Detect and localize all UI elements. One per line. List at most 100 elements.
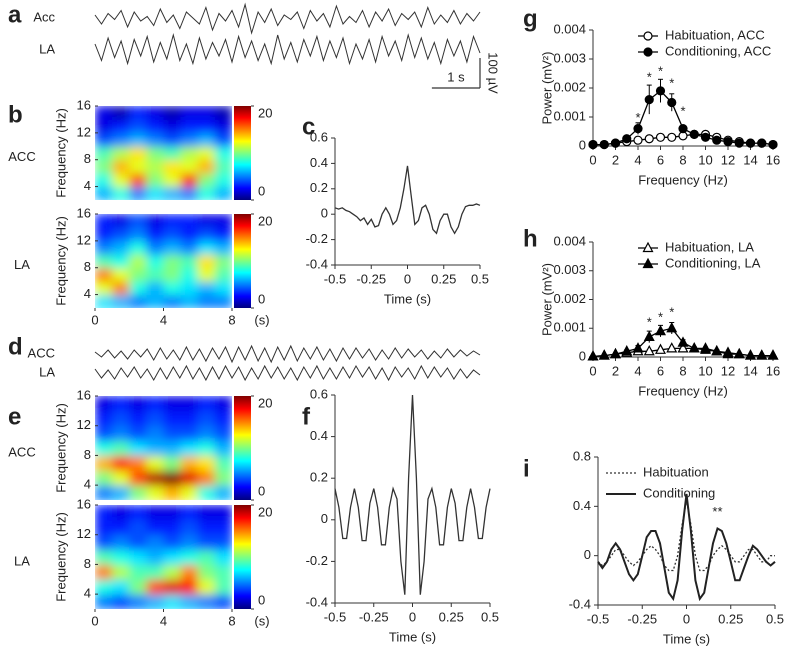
- heatmap-cell: [146, 534, 165, 551]
- heatmap-cell: [112, 240, 130, 255]
- heatmap-cell: [180, 106, 199, 121]
- y-axis-label: Frequency (Hz): [53, 403, 68, 493]
- trace-label: ACC: [28, 345, 55, 360]
- heatmap-cell: [129, 410, 147, 427]
- x-tick-label: 0.25: [439, 609, 464, 624]
- y-tick-label: 0: [579, 348, 586, 363]
- x-tick-label: 0.25: [431, 271, 456, 286]
- heatmap-cell: [95, 534, 113, 551]
- marker: [655, 324, 666, 336]
- heatmap-cell: [129, 534, 147, 551]
- x-tick-label: 2: [612, 152, 619, 167]
- heatmap-cell: [214, 470, 232, 486]
- y-tick-label: 12: [77, 124, 91, 139]
- heatmap-cell: [95, 294, 113, 308]
- x-tick-label: 8: [228, 613, 235, 628]
- marker: [667, 132, 677, 142]
- panel-label: g: [523, 5, 538, 32]
- heatmap-cell: [112, 505, 130, 521]
- x-tick-label: -0.25: [359, 609, 389, 624]
- trace-label: LA: [39, 364, 55, 379]
- heatmap-cell: [95, 505, 113, 521]
- x-tick-label: 10: [698, 152, 712, 167]
- heatmap-cell: [146, 425, 165, 442]
- y-axis-label: Frequency (Hz): [53, 216, 68, 306]
- heatmap-cell: [95, 281, 113, 296]
- heatmap-cell: [214, 106, 232, 121]
- x-tick-label: 0: [683, 611, 690, 626]
- scale-bar-y-label: 100 µV: [486, 52, 501, 94]
- heatmap-cell: [180, 173, 199, 188]
- heatmap-cell: [180, 281, 199, 296]
- x-tick-label: 16: [766, 363, 780, 378]
- colorbar-tick-label: 0: [258, 483, 265, 498]
- panel-label: c: [302, 113, 315, 140]
- heatmap-cell: [112, 564, 130, 580]
- heatmap-cell: [214, 294, 232, 308]
- heatmap-cell: [95, 594, 113, 609]
- marker: [700, 343, 711, 354]
- colorbar-tick-label: 20: [258, 395, 272, 410]
- heatmap-cell: [197, 579, 216, 595]
- marker: [700, 132, 711, 142]
- heatmap-cell: [95, 186, 113, 200]
- heatmap-cell: [129, 549, 147, 566]
- heatmap-cell: [214, 281, 232, 296]
- y-tick-label: 0: [579, 137, 586, 152]
- panel-label: a: [8, 1, 22, 28]
- heatmap-cell: [214, 425, 232, 442]
- row-label: ACC: [8, 149, 35, 164]
- heatmap-cell: [95, 159, 113, 174]
- heatmap-cell: [112, 549, 130, 566]
- y-tick-label: 4: [84, 178, 91, 193]
- heatmap-cell: [129, 240, 147, 255]
- heatmap-cell: [197, 159, 216, 174]
- x-tick-label: 0.5: [481, 609, 499, 624]
- heatmap-cell: [197, 470, 216, 486]
- x-tick-label: -0.5: [324, 609, 346, 624]
- heatmap-cell: [129, 186, 147, 200]
- y-tick-label: -0.4: [306, 594, 328, 609]
- heatmap-cell: [180, 294, 199, 308]
- x-axis-label: Time (s): [384, 291, 431, 306]
- y-tick-label: 0.004: [553, 233, 586, 248]
- panel-label: h: [523, 225, 538, 252]
- heatmap-cell: [112, 485, 130, 500]
- heatmap-cell: [95, 396, 113, 412]
- marker: [610, 347, 621, 359]
- heatmap-cell: [163, 132, 182, 147]
- y-tick-label: 0.003: [553, 262, 586, 277]
- heatmap-cell: [180, 534, 199, 551]
- heatmap-cell: [163, 227, 182, 242]
- heatmap-cell: [146, 119, 165, 134]
- heatmap-cell: [146, 470, 165, 486]
- y-tick-label: 0.001: [553, 320, 586, 335]
- heatmap-cell: [197, 455, 216, 471]
- heatmap-cell: [214, 227, 232, 242]
- heatmap-cell: [129, 281, 147, 296]
- x-tick-label: -0.5: [587, 611, 609, 626]
- heatmap-cell: [214, 186, 232, 200]
- legend-label: Habituation, LA: [665, 239, 754, 254]
- heatmap-cell: [197, 564, 216, 580]
- x-tick-label: 8: [679, 152, 686, 167]
- heatmap-cell: [146, 159, 165, 174]
- heatmap-cell: [214, 214, 232, 229]
- heatmap-cell: [146, 227, 165, 242]
- marker: [632, 342, 644, 353]
- panel-label: d: [8, 333, 23, 360]
- heatmap-cell: [197, 240, 216, 255]
- heatmap-cell: [197, 132, 216, 147]
- marker: [677, 336, 689, 347]
- heatmap-cell: [197, 534, 216, 551]
- heatmap-cell: [112, 159, 130, 174]
- x-tick-label: 14: [743, 152, 757, 167]
- heatmap-cell: [163, 254, 182, 269]
- x-tick-label: 6: [657, 152, 664, 167]
- marker: [711, 344, 723, 356]
- heatmap-clip: [95, 505, 232, 609]
- x-unit-label: (s): [254, 312, 269, 327]
- x-tick-label: 16: [766, 152, 780, 167]
- heatmap-cell: [163, 106, 182, 121]
- x-tick-label: 0.5: [766, 611, 784, 626]
